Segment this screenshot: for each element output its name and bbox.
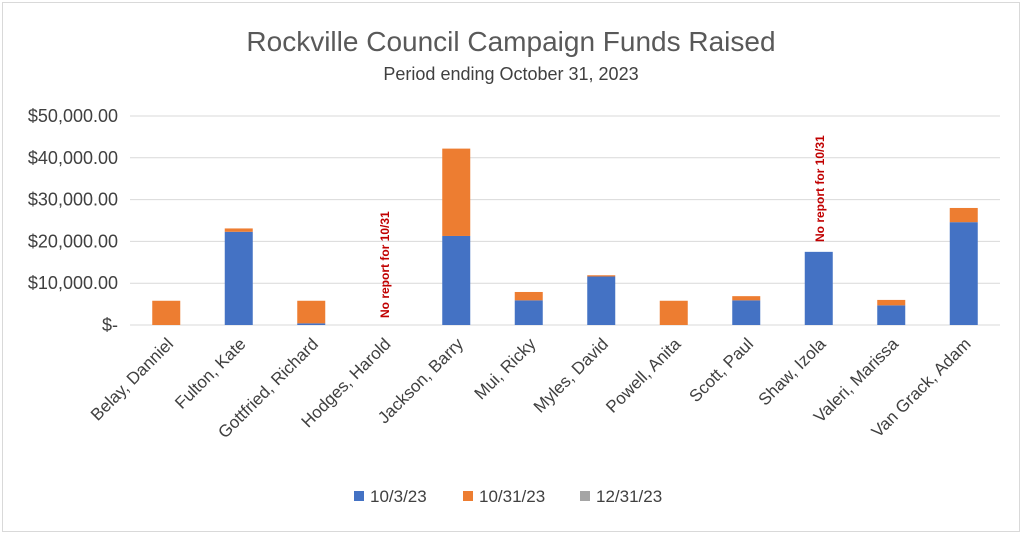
y-tick-label: $30,000.00 xyxy=(28,190,118,210)
y-tick-label: $40,000.00 xyxy=(28,148,118,168)
legend-swatch xyxy=(580,491,590,501)
bar-segment xyxy=(949,207,978,223)
y-tick-label: $- xyxy=(102,315,118,335)
chart-title: Rockville Council Campaign Funds Raised xyxy=(246,26,775,57)
legend-label: 10/31/23 xyxy=(479,487,545,506)
x-tick-label: Mui, Ricky xyxy=(471,334,540,403)
x-tick-label: Scott, Paul xyxy=(686,334,758,406)
legend-swatch xyxy=(463,491,473,501)
y-tick-label: $20,000.00 xyxy=(28,231,118,251)
bar-segment xyxy=(442,235,471,325)
legend-label: 10/3/23 xyxy=(370,487,427,506)
bar-segment xyxy=(514,300,543,325)
legend-swatch xyxy=(354,491,364,501)
legend: 10/3/23 10/31/23 12/31/23 xyxy=(354,487,662,506)
x-tick-label: Powell, Anita xyxy=(602,334,685,417)
annotation-layer: No report for 10/31 No report for 10/31 xyxy=(378,135,827,318)
bar-segment xyxy=(514,291,543,301)
bar-segment xyxy=(949,222,978,325)
bar-segment xyxy=(587,275,616,277)
bar-segment xyxy=(732,300,761,325)
grid-layer xyxy=(130,115,1000,326)
x-tick-label: Fulton, Kate xyxy=(171,334,249,412)
annotation-label: No report for 10/31 xyxy=(378,211,392,318)
annotation-label: No report for 10/31 xyxy=(813,135,827,242)
y-tick-label: $10,000.00 xyxy=(28,273,118,293)
chart-subtitle: Period ending October 31, 2023 xyxy=(383,64,638,84)
bar-segment xyxy=(152,300,181,325)
bar-segment xyxy=(297,323,326,325)
bar-layer xyxy=(152,148,978,325)
bar-segment xyxy=(804,251,833,325)
x-tick-label: Belay, Danniel xyxy=(87,334,177,424)
bar-segment xyxy=(732,296,761,301)
x-tick-label: Myles, David xyxy=(530,334,612,416)
y-tick-label: $50,000.00 xyxy=(28,106,118,126)
bar-segment xyxy=(877,299,906,306)
bar-segment xyxy=(659,300,688,325)
legend-label: 12/31/23 xyxy=(596,487,662,506)
bar-segment xyxy=(297,300,326,324)
bar-segment xyxy=(587,276,616,325)
y-axis-ticks: $50,000.00 $40,000.00 $30,000.00 $20,000.00… xyxy=(28,106,118,335)
bar-segment xyxy=(877,305,906,325)
x-tick-label: Shaw, Izola xyxy=(755,334,830,409)
bar-segment xyxy=(224,231,253,325)
bar-segment xyxy=(442,148,471,236)
bar-segment xyxy=(224,228,253,232)
